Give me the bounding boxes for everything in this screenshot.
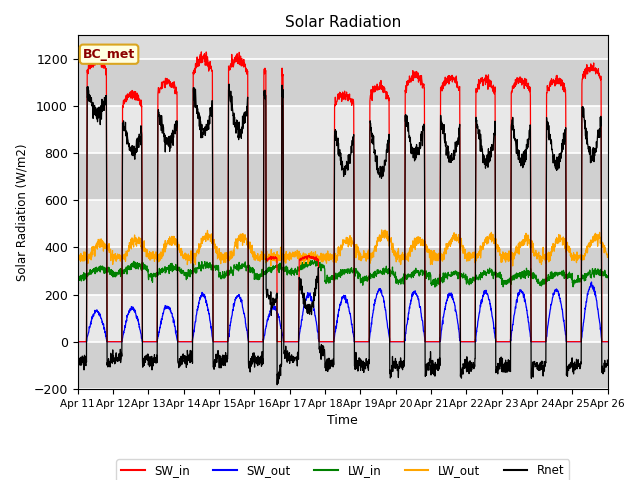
Legend: SW_in, SW_out, LW_in, LW_out, Rnet: SW_in, SW_out, LW_in, LW_out, Rnet <box>116 459 569 480</box>
LW_in <box>431 284 439 290</box>
SW_in <box>557 83 564 89</box>
Bar <box>77 247 608 295</box>
Line: LW_in: LW_in <box>77 260 607 287</box>
Bar <box>77 295 608 342</box>
LW_out <box>509 263 516 269</box>
LW_in <box>497 275 504 281</box>
Line: Rnet: Rnet <box>77 84 607 385</box>
Bar <box>77 106 608 153</box>
SW_in <box>572 339 579 345</box>
SW_out <box>369 310 377 316</box>
Y-axis label: Solar Radiation (W/m2): Solar Radiation (W/m2) <box>15 144 28 281</box>
Line: SW_in: SW_in <box>77 52 607 342</box>
Line: SW_out: SW_out <box>77 282 607 342</box>
LW_out <box>358 256 365 262</box>
Text: BC_met: BC_met <box>83 48 135 60</box>
Bar <box>77 153 608 200</box>
Rnet <box>225 81 233 87</box>
Rnet <box>221 355 229 361</box>
SW_out <box>588 279 595 285</box>
LW_out <box>369 251 377 257</box>
LW_out <box>557 236 565 242</box>
SW_in <box>497 339 504 345</box>
SW_out <box>572 339 579 345</box>
LW_in <box>221 271 229 277</box>
LW_in <box>74 276 81 282</box>
LW_out <box>378 227 385 233</box>
LW_in <box>572 279 580 285</box>
LW_out <box>74 256 81 262</box>
Rnet <box>358 364 366 370</box>
Rnet <box>370 133 378 139</box>
LW_in <box>369 271 377 277</box>
Title: Solar Radiation: Solar Radiation <box>285 15 401 30</box>
Rnet <box>273 382 281 388</box>
LW_in <box>604 273 611 279</box>
SW_out <box>604 339 611 345</box>
SW_in <box>198 49 205 55</box>
Bar <box>77 200 608 247</box>
X-axis label: Time: Time <box>327 414 358 427</box>
SW_out <box>358 339 365 345</box>
SW_in <box>222 339 230 345</box>
LW_out <box>221 255 229 261</box>
SW_out <box>497 339 504 345</box>
SW_out <box>557 298 564 304</box>
LW_in <box>313 257 321 263</box>
Rnet <box>557 150 565 156</box>
Rnet <box>74 359 81 365</box>
LW_in <box>557 271 565 277</box>
SW_in <box>369 88 377 94</box>
SW_in <box>358 339 365 345</box>
LW_out <box>604 254 611 260</box>
SW_in <box>604 339 611 345</box>
Rnet <box>604 357 611 363</box>
Rnet <box>572 363 580 369</box>
SW_out <box>74 339 81 345</box>
SW_out <box>221 339 229 345</box>
Bar <box>77 342 608 389</box>
Bar <box>77 59 608 106</box>
SW_in <box>74 339 81 345</box>
LW_out <box>572 255 580 261</box>
Rnet <box>497 362 504 368</box>
Line: LW_out: LW_out <box>77 230 607 266</box>
LW_out <box>497 252 504 257</box>
LW_in <box>358 277 365 283</box>
